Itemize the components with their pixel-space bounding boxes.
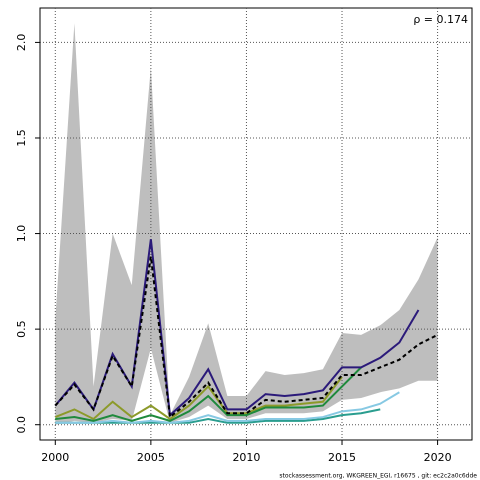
y-tick-label: 0.0 [15, 416, 28, 434]
y-tick-label: 1.5 [15, 129, 28, 147]
x-tick-label: 2010 [232, 451, 260, 464]
confidence-band [55, 23, 438, 425]
series-line [54, 256, 439, 419]
x-tick-label: 2000 [41, 451, 69, 464]
series-line [55, 391, 400, 424]
plot-frame [39, 7, 473, 441]
series-line [55, 408, 381, 424]
series-line [55, 366, 362, 422]
y-tick-label: 1.0 [15, 225, 28, 243]
y-tick-label: 2.0 [15, 34, 28, 52]
rho-annotation: ρ = 0.174 [413, 13, 468, 26]
footer: stockassessment.org, WKGREEN_EGI, r16675… [279, 473, 477, 480]
y-tick-label: 0.5 [15, 320, 28, 338]
series-line [54, 376, 343, 421]
x-tick-label: 2020 [424, 451, 452, 464]
x-tick-label: 2005 [137, 451, 165, 464]
x-tick-label: 2015 [328, 451, 356, 464]
